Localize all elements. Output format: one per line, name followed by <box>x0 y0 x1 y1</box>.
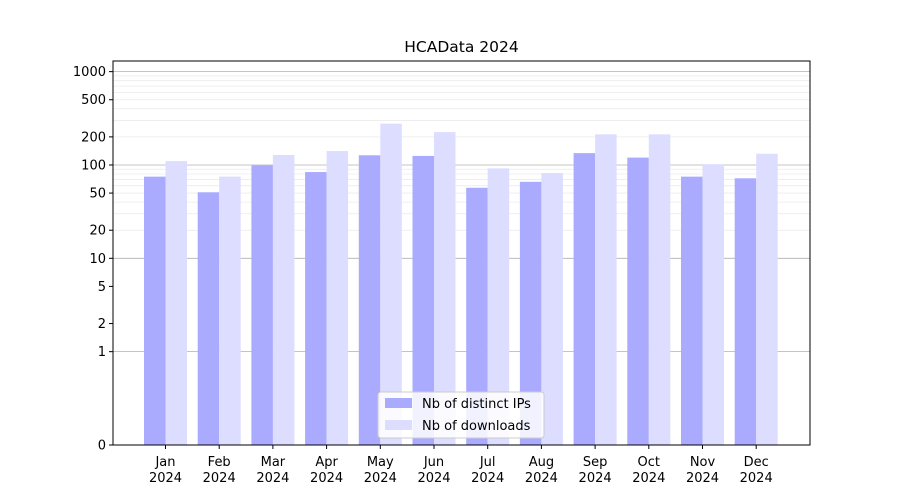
y-tick-label: 1000 <box>73 65 106 80</box>
x-tick-label-year: 2024 <box>525 471 558 486</box>
legend: Nb of distinct IPs Nb of downloads <box>377 391 545 439</box>
bar-downloads <box>541 173 563 445</box>
legend-swatch-downloads <box>385 420 412 430</box>
x-tick-label-year: 2024 <box>310 471 343 486</box>
bar-downloads <box>756 153 778 445</box>
x-tick-label-year: 2024 <box>417 471 450 486</box>
x-axis: Jan2024Feb2024Mar2024Apr2024May2024Jun20… <box>149 445 773 486</box>
x-tick-label-month: Apr <box>315 455 338 470</box>
y-axis: 0 1 2 5 10 20 50 100 200 500 1000 <box>73 65 113 454</box>
y-tick-label: 1 <box>98 345 106 360</box>
legend-swatch-distinct-ips <box>385 398 412 408</box>
y-tick-label: 5 <box>98 280 106 295</box>
x-tick-label-month: Oct <box>638 455 660 470</box>
y-tick-label: 100 <box>81 158 106 173</box>
bar-downloads <box>165 161 187 446</box>
bar-downloads <box>648 134 671 445</box>
legend-box <box>377 391 545 439</box>
legend-label-distinct-ips: Nb of distinct IPs <box>422 397 531 412</box>
bar-downloads <box>380 123 402 446</box>
x-tick-label-year: 2024 <box>632 471 665 486</box>
y-tick-label: 200 <box>81 130 106 145</box>
x-tick-label-month: Sep <box>583 455 608 470</box>
bar-distinct-ips <box>734 178 757 445</box>
x-tick-label-year: 2024 <box>740 471 773 486</box>
x-tick-label-month: Jan <box>154 455 175 470</box>
x-tick-label-year: 2024 <box>686 471 719 486</box>
bar-distinct-ips <box>466 187 488 445</box>
y-tick-label: 50 <box>89 187 106 202</box>
bar-downloads <box>219 176 241 445</box>
bar-distinct-ips <box>144 176 166 445</box>
x-tick-label-month: Jun <box>423 455 444 470</box>
x-tick-label-year: 2024 <box>256 471 289 486</box>
y-tick-label: 10 <box>89 252 106 267</box>
bar-distinct-ips <box>681 176 703 445</box>
y-tick-label: 0 <box>98 439 106 454</box>
bar-downloads <box>434 132 456 446</box>
plot-frame <box>112 60 811 446</box>
bar-downloads <box>702 164 724 445</box>
x-tick-label-month: Nov <box>690 455 716 470</box>
bar-distinct-ips <box>197 192 220 445</box>
bar-downloads <box>326 151 349 446</box>
bar-distinct-ips <box>305 172 327 445</box>
bar-distinct-ips <box>412 155 434 445</box>
x-tick-label-year: 2024 <box>364 471 397 486</box>
legend-label-downloads: Nb of downloads <box>422 419 531 434</box>
x-tick-label-month: Mar <box>261 455 286 470</box>
x-tick-label-month: Jul <box>479 455 496 470</box>
bar-distinct-ips <box>358 155 381 446</box>
x-tick-label-month: Feb <box>208 455 231 470</box>
y-tick-label: 2 <box>98 317 106 332</box>
y-tick-label: 500 <box>81 93 106 108</box>
x-tick-label-month: Aug <box>529 455 554 470</box>
bar-downloads <box>487 168 510 445</box>
x-tick-label-year: 2024 <box>579 471 612 486</box>
bar-downloads <box>595 134 617 445</box>
x-tick-label-year: 2024 <box>471 471 504 486</box>
x-tick-label-year: 2024 <box>203 471 236 486</box>
y-tick-label: 20 <box>89 224 106 239</box>
bar-distinct-ips <box>627 157 649 446</box>
bar-downloads <box>272 154 295 445</box>
x-tick-label-month: Dec <box>744 455 769 470</box>
bar-distinct-ips <box>519 181 542 445</box>
x-tick-label-month: May <box>367 455 394 470</box>
bars-layer <box>144 123 778 446</box>
x-tick-label-year: 2024 <box>149 471 182 486</box>
bar-distinct-ips <box>573 153 596 445</box>
bar-distinct-ips <box>251 165 273 446</box>
chart-title: HCAData 2024 <box>404 38 518 56</box>
